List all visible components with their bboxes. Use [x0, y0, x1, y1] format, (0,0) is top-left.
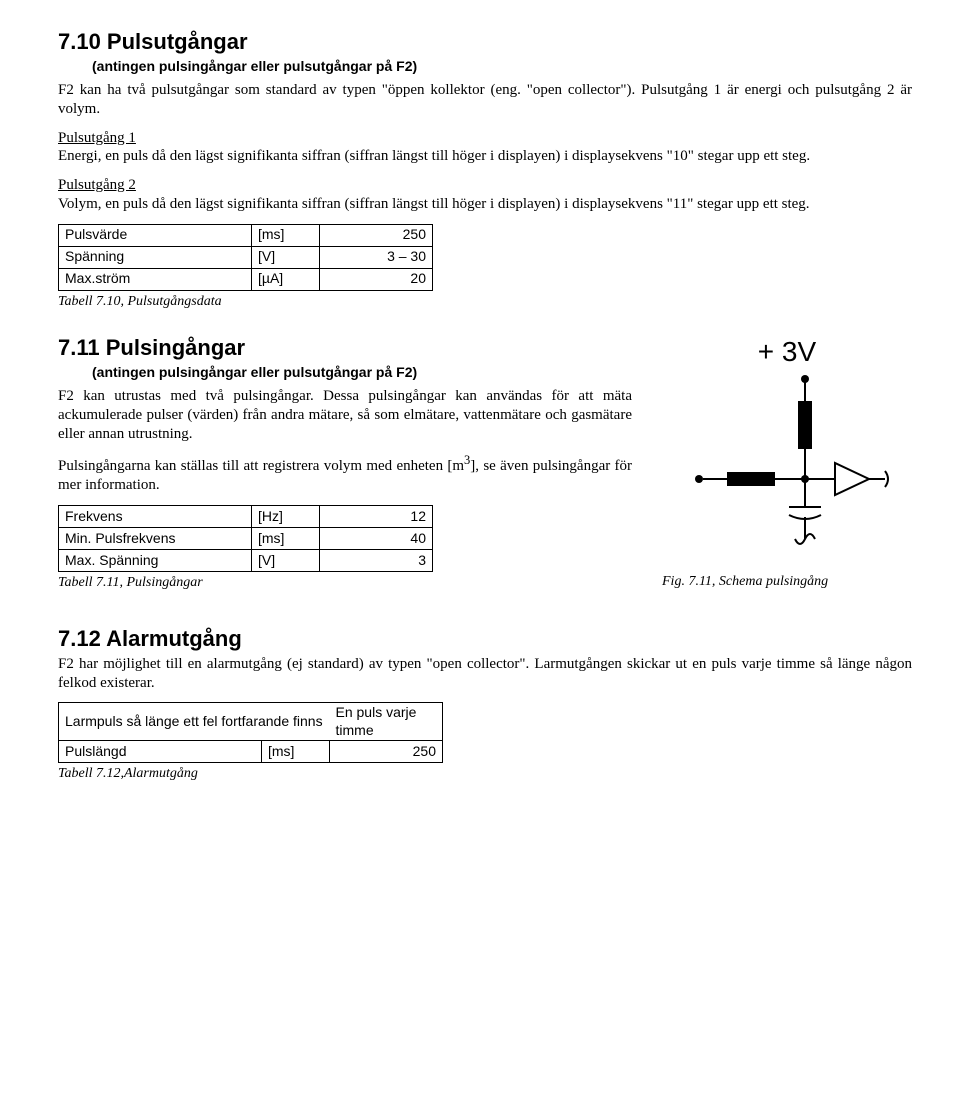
para-712-1: F2 har möjlighet till en alarmutgång (ej… — [58, 655, 912, 693]
fig-711-label: + 3V — [662, 334, 912, 369]
cell-val: 12 — [320, 505, 433, 527]
table-row: Frekvens [Hz] 12 — [59, 505, 433, 527]
para-711-1: F2 kan utrustas med två pulsingångar. De… — [58, 387, 632, 443]
pu2-body: Volym, en puls då den lägst signifikanta… — [58, 196, 810, 212]
pu1-title: Pulsutgång 1 — [58, 130, 136, 146]
cell-unit: [ms] — [252, 224, 320, 246]
cell-label: Min. Pulsfrekvens — [59, 527, 252, 549]
caption-712: Tabell 7.12,Alarmutgång — [58, 765, 912, 783]
cell-val: 250 — [320, 224, 433, 246]
fig-711-caption: Fig. 7.11, Schema pulsingång — [662, 573, 912, 591]
cell-val: 20 — [320, 268, 433, 290]
schematic-icon — [677, 371, 897, 561]
table-row: Max. Spänning [V] 3 — [59, 549, 433, 571]
heading-711: 7.11 Pulsingångar — [58, 334, 632, 362]
table-row: Pulsvärde [ms] 250 — [59, 224, 433, 246]
cell-label: Pulsvärde — [59, 224, 252, 246]
cell-val: 40 — [320, 527, 433, 549]
para-711-2: Pulsingångarna kan ställas till att regi… — [58, 453, 632, 495]
pu2-title: Pulsutgång 2 — [58, 177, 136, 193]
heading-710: 7.10 Pulsutgångar — [58, 28, 912, 56]
para-710-1: F2 kan ha två pulsutgångar som standard … — [58, 81, 912, 119]
caption-710: Tabell 7.10, Pulsutgångsdata — [58, 293, 912, 311]
cell-val: 3 – 30 — [320, 246, 433, 268]
para-710-pu1: Pulsutgång 1 Energi, en puls då den lägs… — [58, 129, 912, 167]
cell-label: Spänning — [59, 246, 252, 268]
cell-unit: [ms] — [252, 527, 320, 549]
cell-unit: [V] — [252, 549, 320, 571]
heading-712: 7.12 Alarmutgång — [58, 625, 912, 653]
cell-unit: [µA] — [252, 268, 320, 290]
table-row: Pulslängd [ms] 250 — [59, 741, 443, 763]
subhead-710: (antingen pulsingångar eller pulsutgånga… — [92, 58, 912, 76]
cell-val: En puls varje timme — [330, 703, 443, 741]
table-row: Spänning [V] 3 – 30 — [59, 246, 433, 268]
cell-unit: [ms] — [262, 741, 330, 763]
para-710-pu2: Pulsutgång 2 Volym, en puls då den lägst… — [58, 176, 912, 214]
cell-val: 3 — [320, 549, 433, 571]
cell-label: Frekvens — [59, 505, 252, 527]
cell-unit: [V] — [252, 246, 320, 268]
cell-label: Larmpuls så länge ett fel fortfarande fi… — [59, 703, 330, 741]
cell-unit: [Hz] — [252, 505, 320, 527]
table-710: Pulsvärde [ms] 250 Spänning [V] 3 – 30 M… — [58, 224, 433, 291]
table-711: Frekvens [Hz] 12 Min. Pulsfrekvens [ms] … — [58, 505, 433, 572]
cell-label: Pulslängd — [59, 741, 262, 763]
table-row: Max.ström [µA] 20 — [59, 268, 433, 290]
p2a: Pulsingångarna kan ställas till att regi… — [58, 458, 464, 474]
cell-label: Max. Spänning — [59, 549, 252, 571]
caption-711: Tabell 7.11, Pulsingångar — [58, 574, 632, 592]
cell-label: Max.ström — [59, 268, 252, 290]
table-row: Min. Pulsfrekvens [ms] 40 — [59, 527, 433, 549]
cell-val: 250 — [330, 741, 443, 763]
table-row: Larmpuls så länge ett fel fortfarande fi… — [59, 703, 443, 741]
pu1-body: Energi, en puls då den lägst signifikant… — [58, 148, 810, 164]
table-712: Larmpuls så länge ett fel fortfarande fi… — [58, 702, 443, 763]
subhead-711: (antingen pulsingångar eller pulsutgånga… — [92, 364, 632, 382]
